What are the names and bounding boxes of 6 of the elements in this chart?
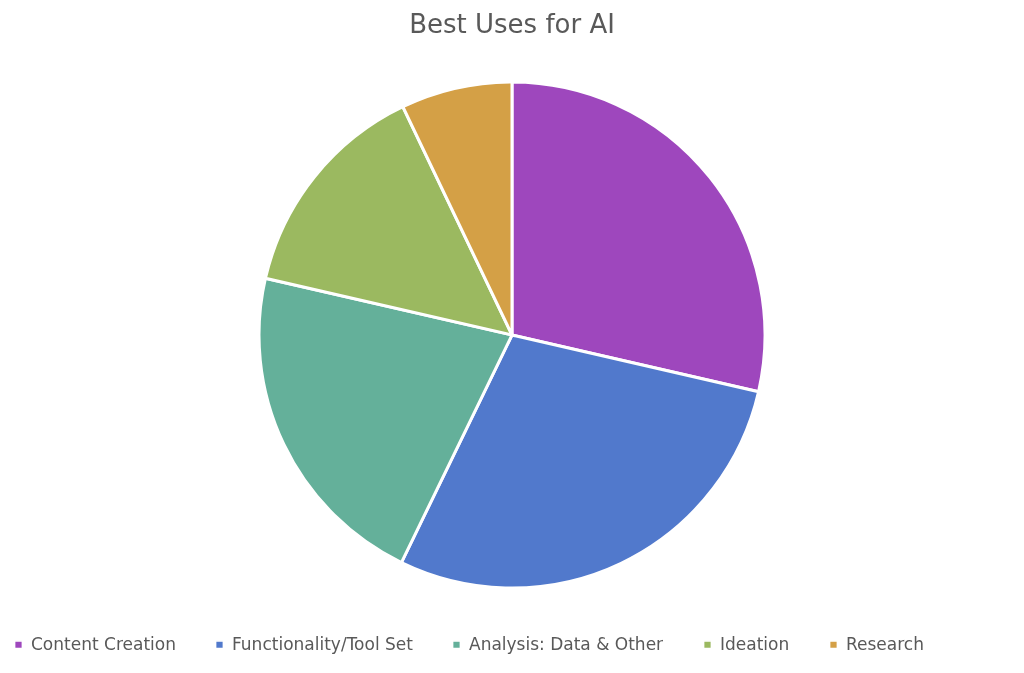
chart-title: Best Uses for AI — [409, 9, 615, 39]
legend-label: Content Creation — [31, 633, 176, 654]
legend-label: Analysis: Data & Other — [469, 633, 664, 654]
legend-label: Ideation — [720, 633, 790, 654]
legend-label: Research — [846, 633, 924, 654]
legend-label: Functionality/Tool Set — [232, 633, 414, 654]
